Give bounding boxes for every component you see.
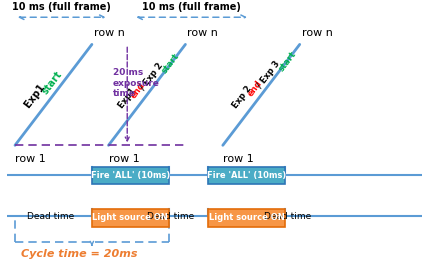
- Text: 20 ms
exposure
time: 20 ms exposure time: [113, 68, 159, 98]
- Text: Light source ON: Light source ON: [209, 213, 285, 222]
- Text: Light source ON: Light source ON: [93, 213, 168, 222]
- FancyBboxPatch shape: [92, 209, 169, 227]
- Text: / Exp 2: / Exp 2: [137, 59, 167, 94]
- Text: Exp1: Exp1: [23, 78, 51, 110]
- Text: start: start: [277, 50, 298, 73]
- Text: Fire 'ALL' (10ms): Fire 'ALL' (10ms): [91, 171, 170, 180]
- Text: row n: row n: [94, 28, 125, 38]
- Text: Exp 2: Exp 2: [231, 82, 256, 110]
- FancyBboxPatch shape: [208, 209, 285, 227]
- Text: row 1: row 1: [15, 154, 46, 164]
- Text: / Exp 3: / Exp 3: [254, 57, 284, 92]
- Text: row 1: row 1: [223, 154, 253, 164]
- Text: Cycle time = 20ms: Cycle time = 20ms: [21, 249, 137, 259]
- Text: start: start: [160, 52, 181, 75]
- Text: 10 ms (full frame): 10 ms (full frame): [12, 2, 111, 12]
- Text: Dead time: Dead time: [27, 213, 74, 222]
- Text: Dead time: Dead time: [264, 213, 311, 222]
- Text: Fire 'ALL' (10ms): Fire 'ALL' (10ms): [207, 171, 286, 180]
- Text: end: end: [129, 81, 148, 100]
- FancyBboxPatch shape: [92, 167, 169, 184]
- Text: end: end: [246, 78, 264, 98]
- Text: row n: row n: [302, 28, 332, 38]
- Text: row n: row n: [187, 28, 218, 38]
- Text: Dead time: Dead time: [147, 213, 195, 222]
- Text: 10 ms (full frame): 10 ms (full frame): [142, 2, 241, 12]
- Text: Exp1: Exp1: [117, 85, 140, 110]
- Text: start: start: [40, 69, 64, 96]
- Text: row 1: row 1: [109, 154, 139, 164]
- FancyBboxPatch shape: [208, 167, 285, 184]
